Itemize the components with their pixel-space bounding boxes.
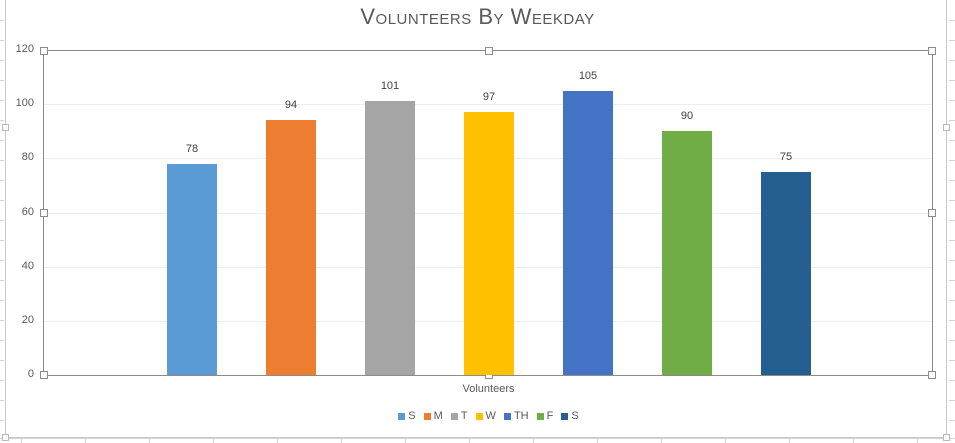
legend-swatch-icon [450, 412, 458, 420]
legend-label: T [460, 410, 468, 422]
data-label[interactable]: 94 [284, 99, 298, 112]
legend-item[interactable]: S [398, 410, 416, 422]
y-tick-label: 0 [27, 368, 34, 380]
y-tick-label: 80 [21, 151, 34, 163]
data-label[interactable]: 105 [578, 69, 598, 82]
data-label[interactable]: 75 [779, 150, 793, 163]
legend-item[interactable]: M [423, 410, 443, 422]
data-label[interactable]: 90 [680, 110, 694, 123]
legend-item[interactable]: F [536, 410, 554, 422]
legend-item[interactable]: S [561, 410, 579, 422]
y-tick-label: 120 [15, 43, 34, 55]
plot-area[interactable] [40, 47, 936, 379]
chart-legend[interactable]: S M T W TH F S [0, 410, 955, 422]
plot-handle-middle-right[interactable] [928, 209, 936, 217]
legend-swatch-icon [398, 412, 406, 420]
bar-w-3[interactable] [464, 112, 514, 375]
legend-swatch-icon [536, 412, 544, 420]
bar-f-5[interactable] [662, 131, 712, 375]
legend-swatch-icon [423, 412, 431, 420]
plot-handle-top-center[interactable] [485, 47, 493, 55]
y-tick-label: 40 [21, 260, 34, 272]
chart-title[interactable]: Volunteers By Weekday [360, 4, 595, 29]
legend-label: TH [513, 410, 529, 422]
data-label[interactable]: 78 [185, 142, 199, 155]
bar-t-2[interactable] [365, 101, 415, 375]
data-label[interactable]: 101 [380, 80, 400, 93]
frame-resize-handle-bottom-left[interactable] [2, 434, 9, 441]
frame-resize-handle-right[interactable] [943, 124, 950, 131]
y-tick-label: 100 [15, 97, 34, 109]
y-tick-label: 60 [21, 206, 34, 218]
legend-label: W [485, 410, 496, 422]
frame-resize-handle-left[interactable] [2, 124, 9, 131]
bar-th-4[interactable] [563, 90, 613, 375]
legend-label: M [433, 410, 443, 422]
legend-swatch-icon [503, 412, 511, 420]
legend-label: S [571, 410, 579, 422]
plot-handle-bottom-right[interactable] [928, 371, 936, 379]
y-tick-label: 20 [21, 314, 34, 326]
plot-handle-middle-left[interactable] [40, 209, 48, 217]
bar-s-0[interactable] [167, 163, 217, 375]
data-label[interactable]: 97 [482, 91, 496, 104]
legend-item[interactable]: T [450, 410, 468, 422]
plot-handle-top-left[interactable] [40, 47, 48, 55]
legend-label: S [408, 410, 416, 422]
bar-m-1[interactable] [266, 120, 316, 375]
plot-handle-bottom-left[interactable] [40, 371, 48, 379]
legend-item[interactable]: TH [503, 410, 529, 422]
frame-resize-handle-bottom-right[interactable] [943, 434, 950, 441]
bar-s-6[interactable] [761, 171, 811, 375]
plot-handle-top-right[interactable] [928, 47, 936, 55]
legend-item[interactable]: W [475, 410, 496, 422]
gridline [44, 104, 932, 105]
legend-swatch-icon [475, 412, 483, 420]
x-axis-label: Volunteers [462, 383, 515, 395]
legend-swatch-icon [561, 412, 569, 420]
legend-label: F [546, 410, 554, 422]
